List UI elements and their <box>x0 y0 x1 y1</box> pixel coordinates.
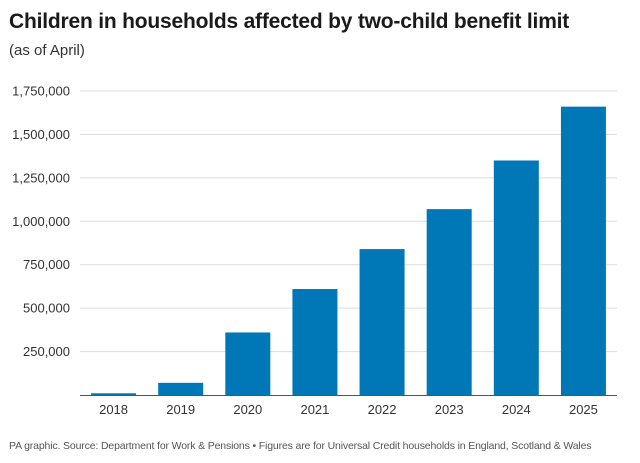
bars <box>91 106 606 396</box>
x-tick-label-2021: 2021 <box>300 402 329 417</box>
x-tick-label-2019: 2019 <box>166 402 195 417</box>
chart-title: Children in households affected by two-c… <box>9 10 570 33</box>
bar-2025 <box>560 106 606 396</box>
bar-2022 <box>359 249 405 395</box>
x-tick-label-2020: 2020 <box>233 402 262 417</box>
chart-subtitle: (as of April) <box>9 42 85 59</box>
x-tick-label-2023: 2023 <box>435 402 464 417</box>
y-axis-tick-labels: 250,000 500,000 750,000 1,000,000 1,250,000 1… <box>12 84 70 360</box>
x-tick-label-2025: 2025 <box>569 402 598 417</box>
x-axis-tick-labels: 2018 2019 2020 2021 2022 2023 2024 2025 <box>99 402 598 417</box>
source-footnote: PA graphic. Source: Department for Work … <box>9 440 592 452</box>
bar-2020 <box>225 332 271 395</box>
y-tick-label: 1,000,000 <box>12 214 70 229</box>
bar-2018 <box>91 393 137 395</box>
x-tick-label-2018: 2018 <box>99 402 128 417</box>
x-tick-label-2022: 2022 <box>368 402 397 417</box>
bar-2023 <box>426 209 472 395</box>
y-tick-label: 500,000 <box>23 301 70 316</box>
bar-2019 <box>158 382 204 395</box>
x-tick-label-2024: 2024 <box>502 402 531 417</box>
y-tick-label: 750,000 <box>23 257 70 272</box>
y-tick-label: 1,250,000 <box>12 170 70 185</box>
bar-2021 <box>292 289 338 395</box>
y-tick-label: 250,000 <box>23 344 70 359</box>
y-tick-label: 1,750,000 <box>12 84 70 99</box>
bar-2024 <box>493 160 539 395</box>
y-tick-label: 1,500,000 <box>12 127 70 142</box>
